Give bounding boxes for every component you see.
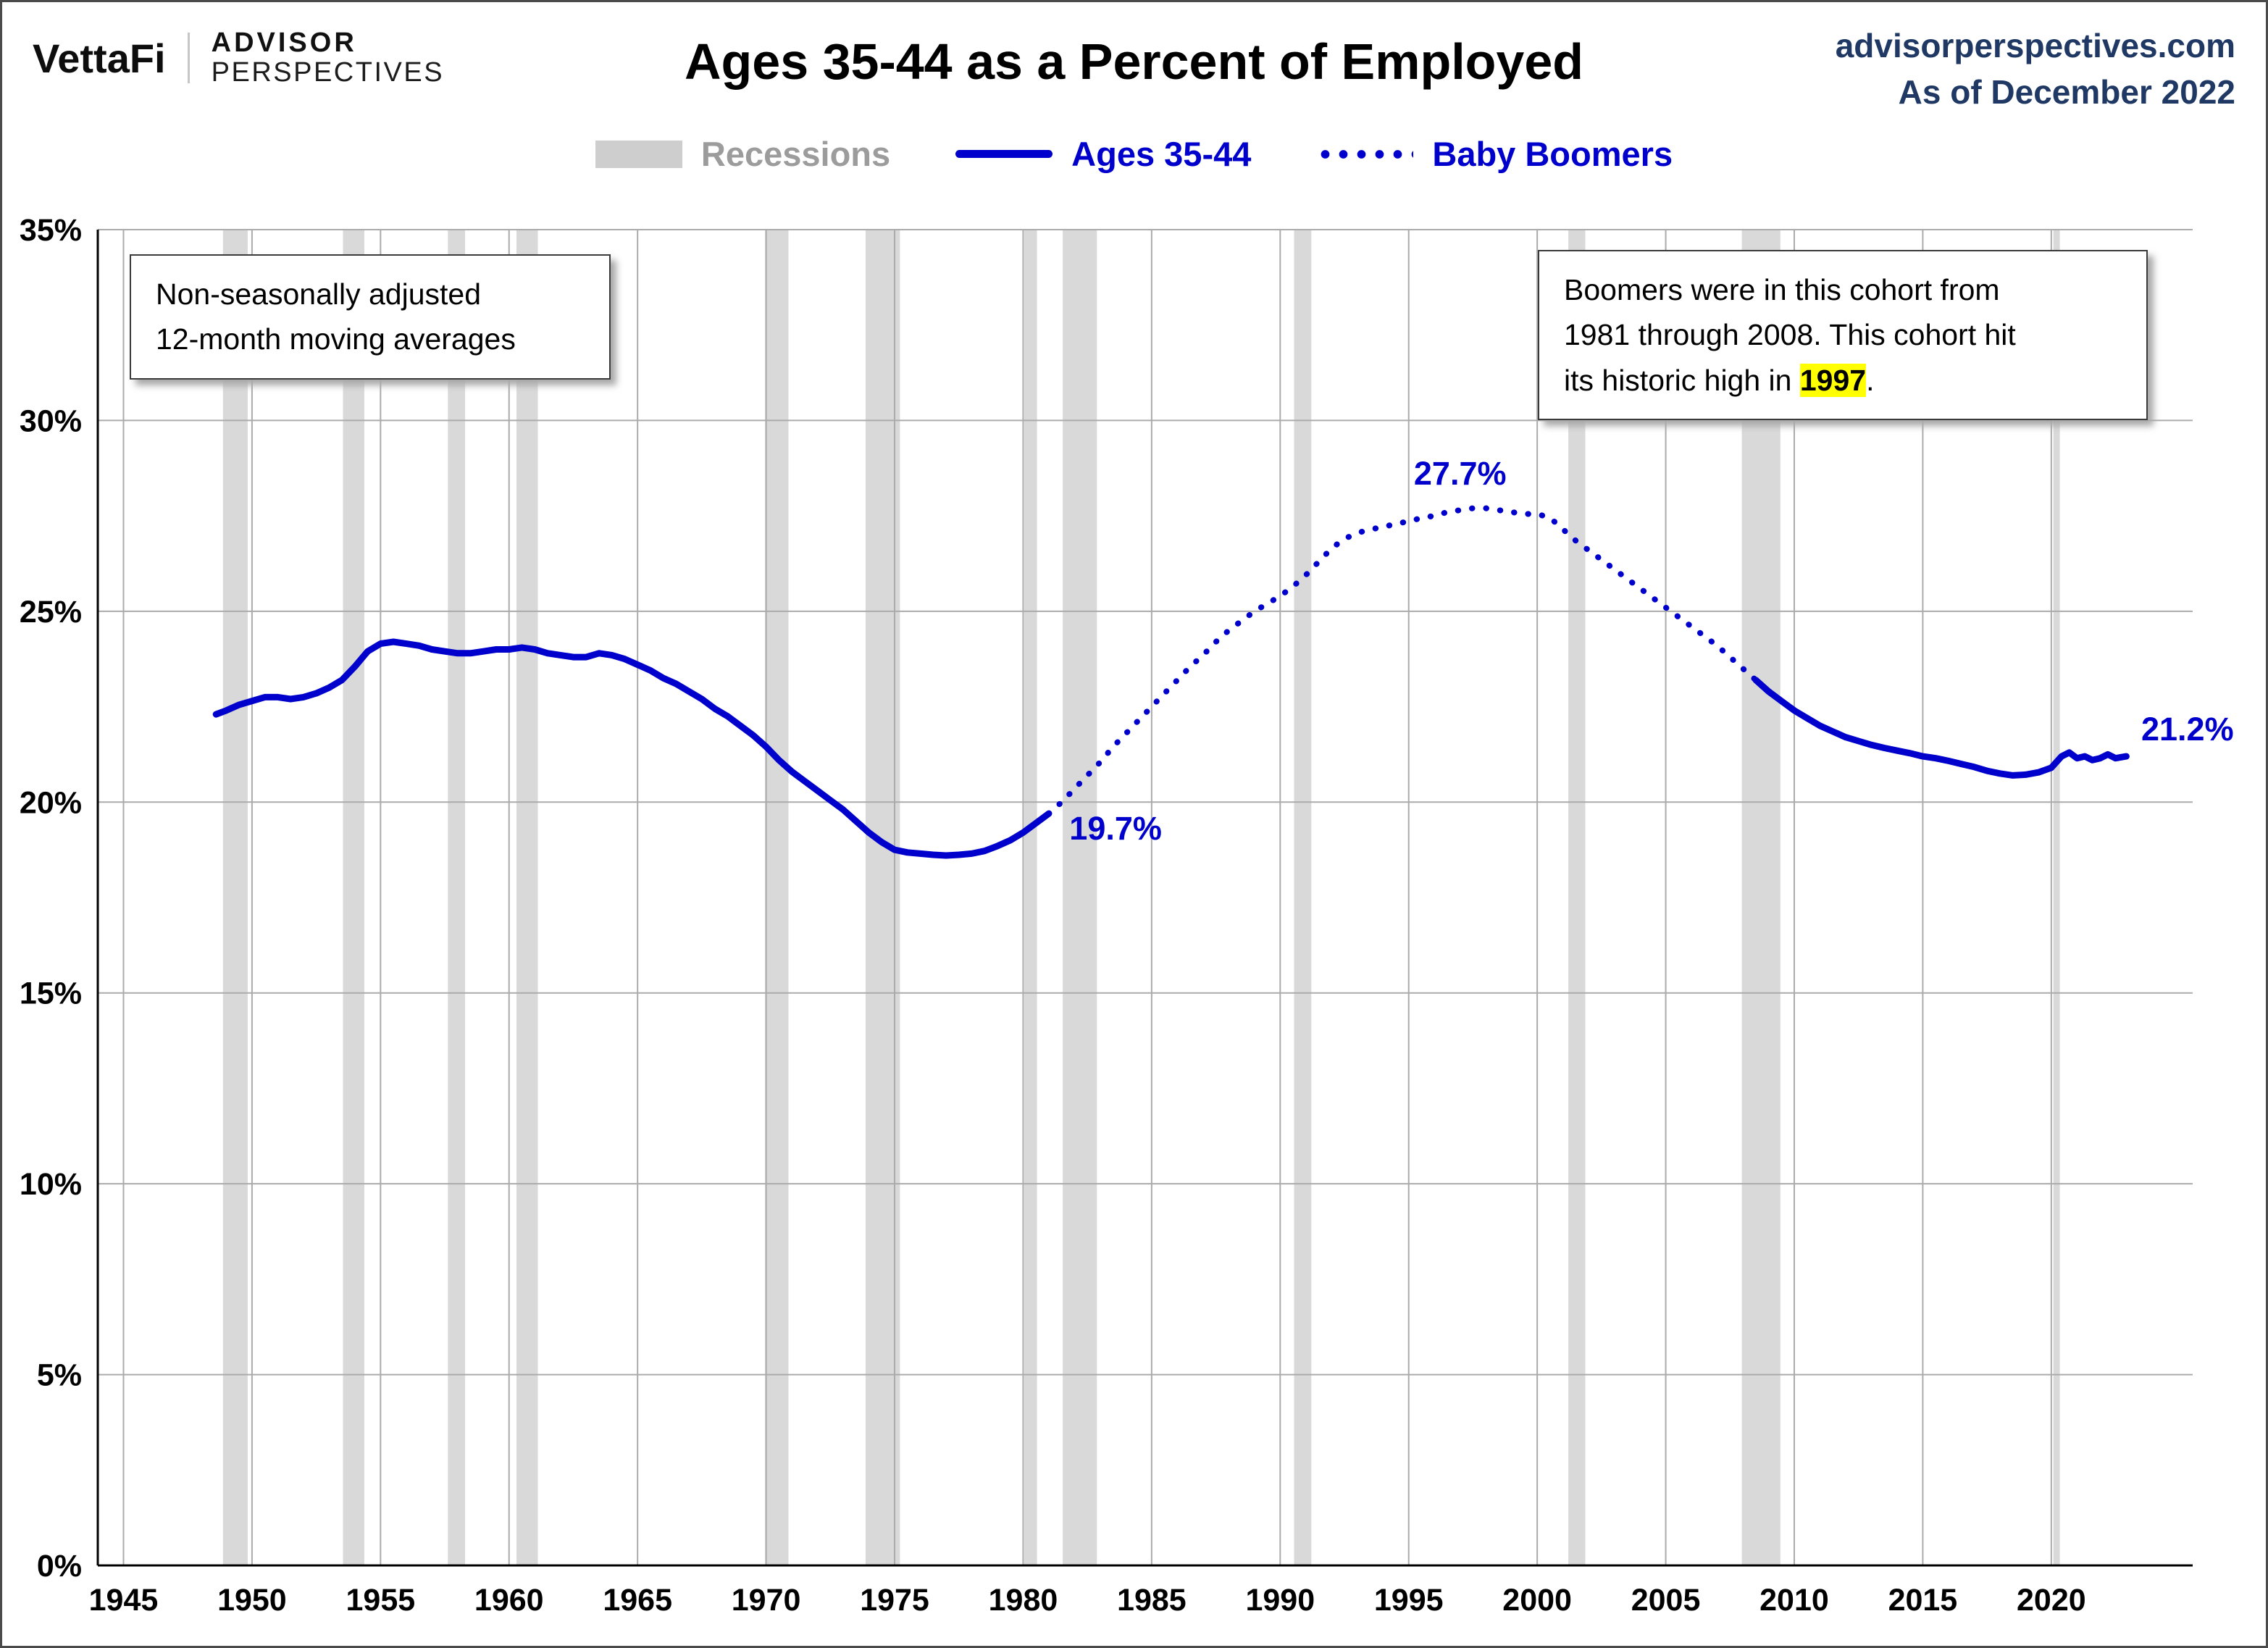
legend-label-baby-boomers: Baby Boomers: [1432, 135, 1673, 173]
recession-band: [765, 230, 789, 1565]
advisor-wordmark: ADVISOR: [211, 28, 357, 58]
vettafi-logo: VettaFi: [33, 35, 166, 81]
series-baby-boomers: [1045, 505, 1759, 817]
legend-item-ages-35-44: Ages 35-44: [955, 134, 1251, 174]
recession-band-swatch: [595, 140, 682, 168]
x-tick-label: 1975: [860, 1583, 929, 1618]
x-tick-label: 2000: [1502, 1583, 1572, 1618]
x-tick-label: 1945: [89, 1583, 159, 1618]
brand: VettaFi ADVISOR PERSPECTIVES: [33, 28, 444, 88]
x-tick-label: 1965: [603, 1583, 672, 1618]
brand-divider: [187, 33, 190, 84]
boomers-note-line-1: Boomers were in this cohort from: [1564, 273, 2000, 306]
legend-label-recessions: Recessions: [700, 135, 891, 173]
boomers-note-line-3-post: .: [1866, 363, 1875, 397]
legend: Recessions Ages 35-44 Baby Boomers: [2, 134, 2266, 174]
recession-band: [1294, 230, 1312, 1565]
x-tick-label: 2020: [2017, 1583, 2086, 1618]
x-tick-label: 1960: [474, 1583, 544, 1618]
site-url: advisorperspectives.com: [1835, 27, 2235, 64]
x-tick-label: 1970: [732, 1583, 801, 1618]
advisor-perspectives-logo: ADVISOR PERSPECTIVES: [212, 28, 444, 88]
note-line-1: Non-seasonally adjusted: [156, 277, 481, 311]
value-annotation: 27.7%: [1414, 455, 1507, 492]
page-title: Ages 35-44 as a Percent of Employed: [684, 33, 1584, 90]
y-tick-label: 5%: [37, 1358, 82, 1393]
source-info: advisorperspectives.com As of December 2…: [1836, 22, 2235, 116]
as-of-date: As of December 2022: [1898, 73, 2235, 112]
series-ages-35-44-late: [1752, 677, 2130, 779]
perspectives-wordmark: PERSPECTIVES: [211, 57, 445, 88]
recession-band: [2053, 230, 2060, 1565]
recession-band: [222, 230, 248, 1565]
boomers-note-line-2: 1981 through 2008. This cohort hit: [1564, 318, 2016, 352]
x-tick-label: 1995: [1374, 1583, 1444, 1618]
series-ages-35-44-early: [212, 638, 1053, 859]
y-tick-label: 35%: [20, 213, 82, 248]
x-tick-label: 1990: [1245, 1583, 1315, 1618]
y-tick-label: 25%: [20, 595, 82, 629]
legend-item-recessions: Recessions: [595, 134, 890, 174]
x-tick-label: 1950: [217, 1583, 287, 1618]
x-tick-label: 2015: [1888, 1583, 1958, 1618]
solid-line-swatch: [955, 150, 1053, 158]
x-tick-label: 2005: [1631, 1583, 1701, 1618]
y-tick-label: 10%: [20, 1167, 82, 1202]
recession-band: [1063, 230, 1097, 1565]
y-tick-label: 30%: [20, 403, 82, 438]
recession-band: [1741, 230, 1780, 1565]
boomers-note-line-3-pre: its historic high in: [1564, 363, 1800, 397]
x-tick-label: 1980: [989, 1583, 1058, 1618]
recession-band: [1024, 230, 1037, 1565]
value-annotation: 19.7%: [1069, 810, 1162, 847]
dotted-line-swatch: [1316, 149, 1414, 159]
note-line-2: 12-month moving averages: [156, 322, 516, 356]
highlight-1997: 1997: [1799, 363, 1867, 397]
x-tick-label: 1985: [1117, 1583, 1187, 1618]
legend-label-ages-35-44: Ages 35-44: [1071, 135, 1252, 173]
value-annotation: 21.2%: [2141, 711, 2234, 748]
recession-band: [343, 230, 364, 1565]
note-non-seasonal: Non-seasonally adjusted 12-month moving …: [130, 254, 611, 380]
recession-band: [516, 230, 538, 1565]
y-tick-label: 20%: [20, 785, 82, 820]
recession-band: [448, 230, 466, 1565]
x-tick-label: 2010: [1759, 1583, 1829, 1618]
y-tick-label: 0%: [37, 1549, 82, 1584]
x-tick-label: 1955: [346, 1583, 415, 1618]
recession-band: [1568, 230, 1586, 1565]
note-boomers: Boomers were in this cohort from 1981 th…: [1538, 250, 2148, 420]
y-tick-label: 15%: [20, 976, 82, 1011]
legend-item-baby-boomers: Baby Boomers: [1316, 134, 1673, 174]
